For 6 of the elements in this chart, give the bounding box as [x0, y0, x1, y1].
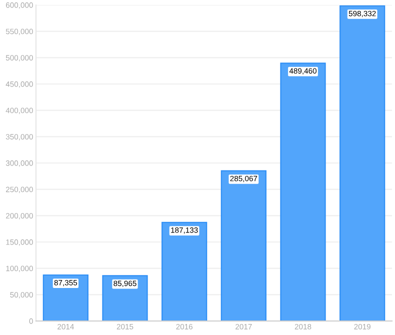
bar — [280, 62, 326, 321]
bar — [340, 5, 386, 321]
bar — [42, 274, 88, 321]
bar — [162, 222, 208, 321]
bar — [102, 275, 148, 321]
bar — [220, 170, 266, 321]
